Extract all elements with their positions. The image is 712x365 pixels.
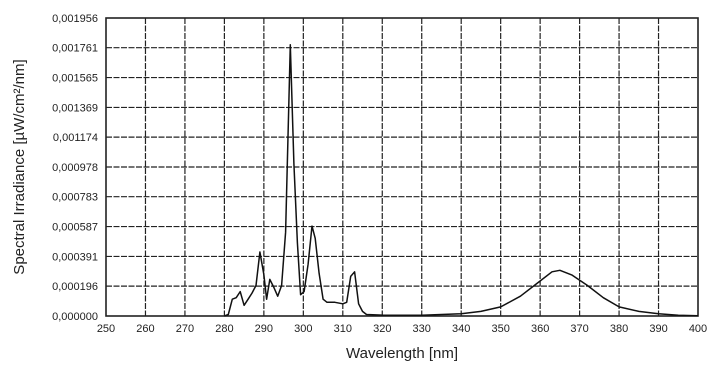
x-tick-label: 380	[610, 323, 628, 335]
x-tick-label: 270	[176, 323, 194, 335]
x-tick-label: 400	[689, 323, 707, 335]
y-tick-label: 0,000783	[52, 192, 98, 204]
x-tick-label: 280	[215, 323, 233, 335]
x-tick-label: 250	[97, 323, 115, 335]
x-tick-label: 300	[294, 323, 312, 335]
y-tick-label: 0,001761	[52, 43, 98, 55]
grid-lines	[106, 18, 698, 316]
y-tick-label: 0,000587	[52, 222, 98, 234]
y-tick-label: 0,001565	[52, 73, 98, 85]
x-tick-label: 260	[136, 323, 154, 335]
y-tick-label: 0,000000	[52, 311, 98, 323]
y-tick-label: 0,001369	[52, 102, 98, 114]
series-line	[224, 44, 699, 317]
x-tick-labels: 250 260 270 280 290 300 310 320 330 340 350 360 370 3…	[97, 323, 707, 335]
x-tick-label: 290	[255, 323, 273, 335]
y-tick-label: 0,000978	[52, 162, 98, 174]
y-tick-label: 0,000196	[52, 281, 98, 293]
plot-frame	[105, 17, 699, 317]
x-axis-title: Wavelength [nm]	[346, 345, 458, 362]
y-tick-label: 0,001956	[52, 13, 98, 25]
x-tick-label: 370	[570, 323, 588, 335]
x-tick-label: 330	[413, 323, 431, 335]
y-tick-label: 0,001174	[53, 132, 98, 144]
x-tick-label: 360	[531, 323, 549, 335]
x-tick-label: 390	[649, 323, 667, 335]
x-tick-label: 320	[373, 323, 391, 335]
series-layer	[224, 44, 699, 317]
x-tick-label: 310	[334, 323, 352, 335]
x-tick-label: 340	[452, 323, 470, 335]
y-tick-label: 0,000391	[52, 251, 98, 263]
x-tick-label: 350	[491, 323, 509, 335]
y-axis-title: Spectral Irradiance [µW/cm²/nm]	[11, 59, 28, 274]
y-tick-labels: 0,000000 0,000196 0,000391 0,000587 0,000783…	[52, 13, 98, 323]
